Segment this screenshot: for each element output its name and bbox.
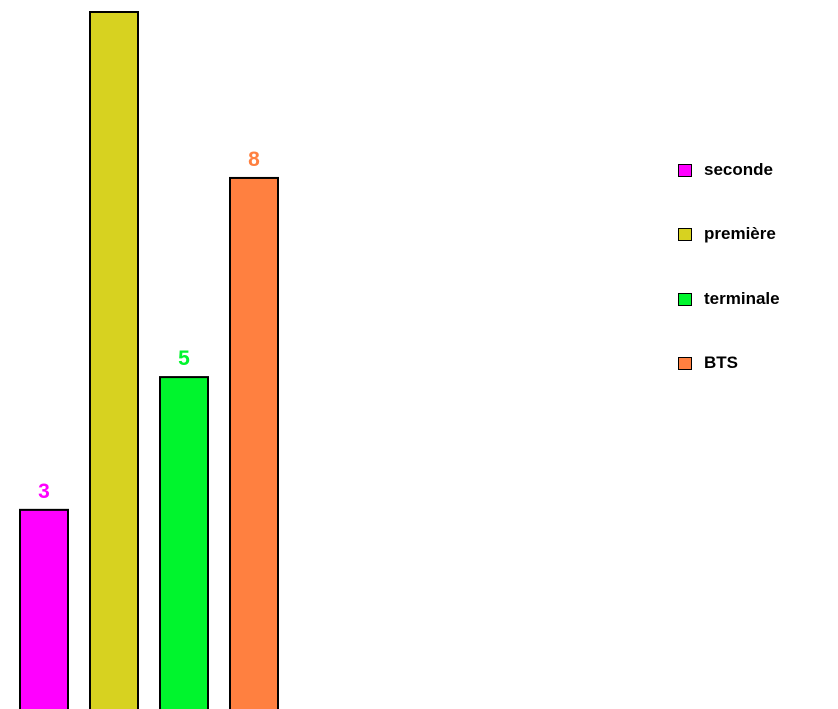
legend-label-seconde: seconde bbox=[704, 160, 773, 179]
legend-item-premiere: première bbox=[678, 222, 780, 246]
bar-seconde bbox=[19, 508, 69, 709]
bar-premire bbox=[89, 11, 139, 709]
chart-legend: seconde première terminale BTS bbox=[678, 158, 780, 415]
legend-swatch-premiere bbox=[678, 227, 692, 241]
legend-swatch-bts bbox=[678, 356, 692, 370]
value-label-terminale: 5 bbox=[178, 347, 190, 370]
legend-label-premiere: première bbox=[704, 224, 776, 243]
legend-item-bts: BTS bbox=[678, 351, 780, 375]
legend-item-seconde: seconde bbox=[678, 158, 780, 182]
bar-bts bbox=[229, 176, 279, 709]
value-label-seconde: 3 bbox=[38, 480, 50, 503]
legend-swatch-seconde bbox=[678, 163, 692, 177]
bar-terminale bbox=[159, 376, 209, 709]
legend-item-terminale: terminale bbox=[678, 287, 780, 311]
legend-label-bts: BTS bbox=[704, 353, 738, 372]
value-label-bts: 8 bbox=[248, 148, 260, 171]
legend-label-terminale: terminale bbox=[704, 289, 780, 308]
legend-swatch-terminale bbox=[678, 292, 692, 306]
